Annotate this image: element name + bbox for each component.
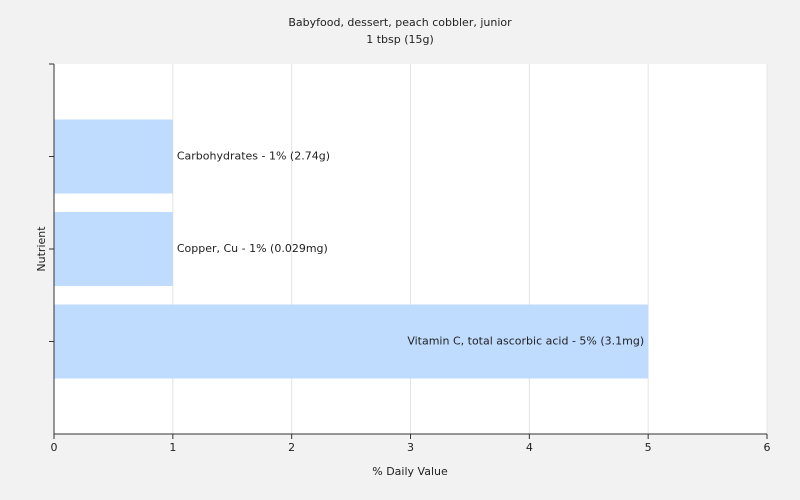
value-label: Carbohydrates - 1% (2.74g) [177, 150, 330, 163]
x-tick-label: 2 [288, 441, 295, 454]
y-axis-label: Nutrient [35, 226, 48, 272]
x-tick-label: 3 [407, 441, 414, 454]
value-label: Copper, Cu - 1% (0.029mg) [177, 242, 328, 255]
bar [54, 304, 649, 379]
bar [54, 212, 173, 286]
chart-subtitle: 1 tbsp (15g) [366, 33, 434, 46]
x-tick-label: 6 [764, 441, 771, 454]
value-label: Vitamin C, total ascorbic acid - 5% (3.1… [407, 335, 644, 348]
x-tick-label: 1 [169, 441, 176, 454]
bar [54, 119, 173, 194]
x-axis-label: % Daily Value [372, 465, 448, 478]
chart-title: Babyfood, dessert, peach cobbler, junior [288, 16, 512, 29]
x-tick-label: 4 [526, 441, 533, 454]
x-tick-label: 5 [645, 441, 652, 454]
x-tick-label: 0 [51, 441, 58, 454]
